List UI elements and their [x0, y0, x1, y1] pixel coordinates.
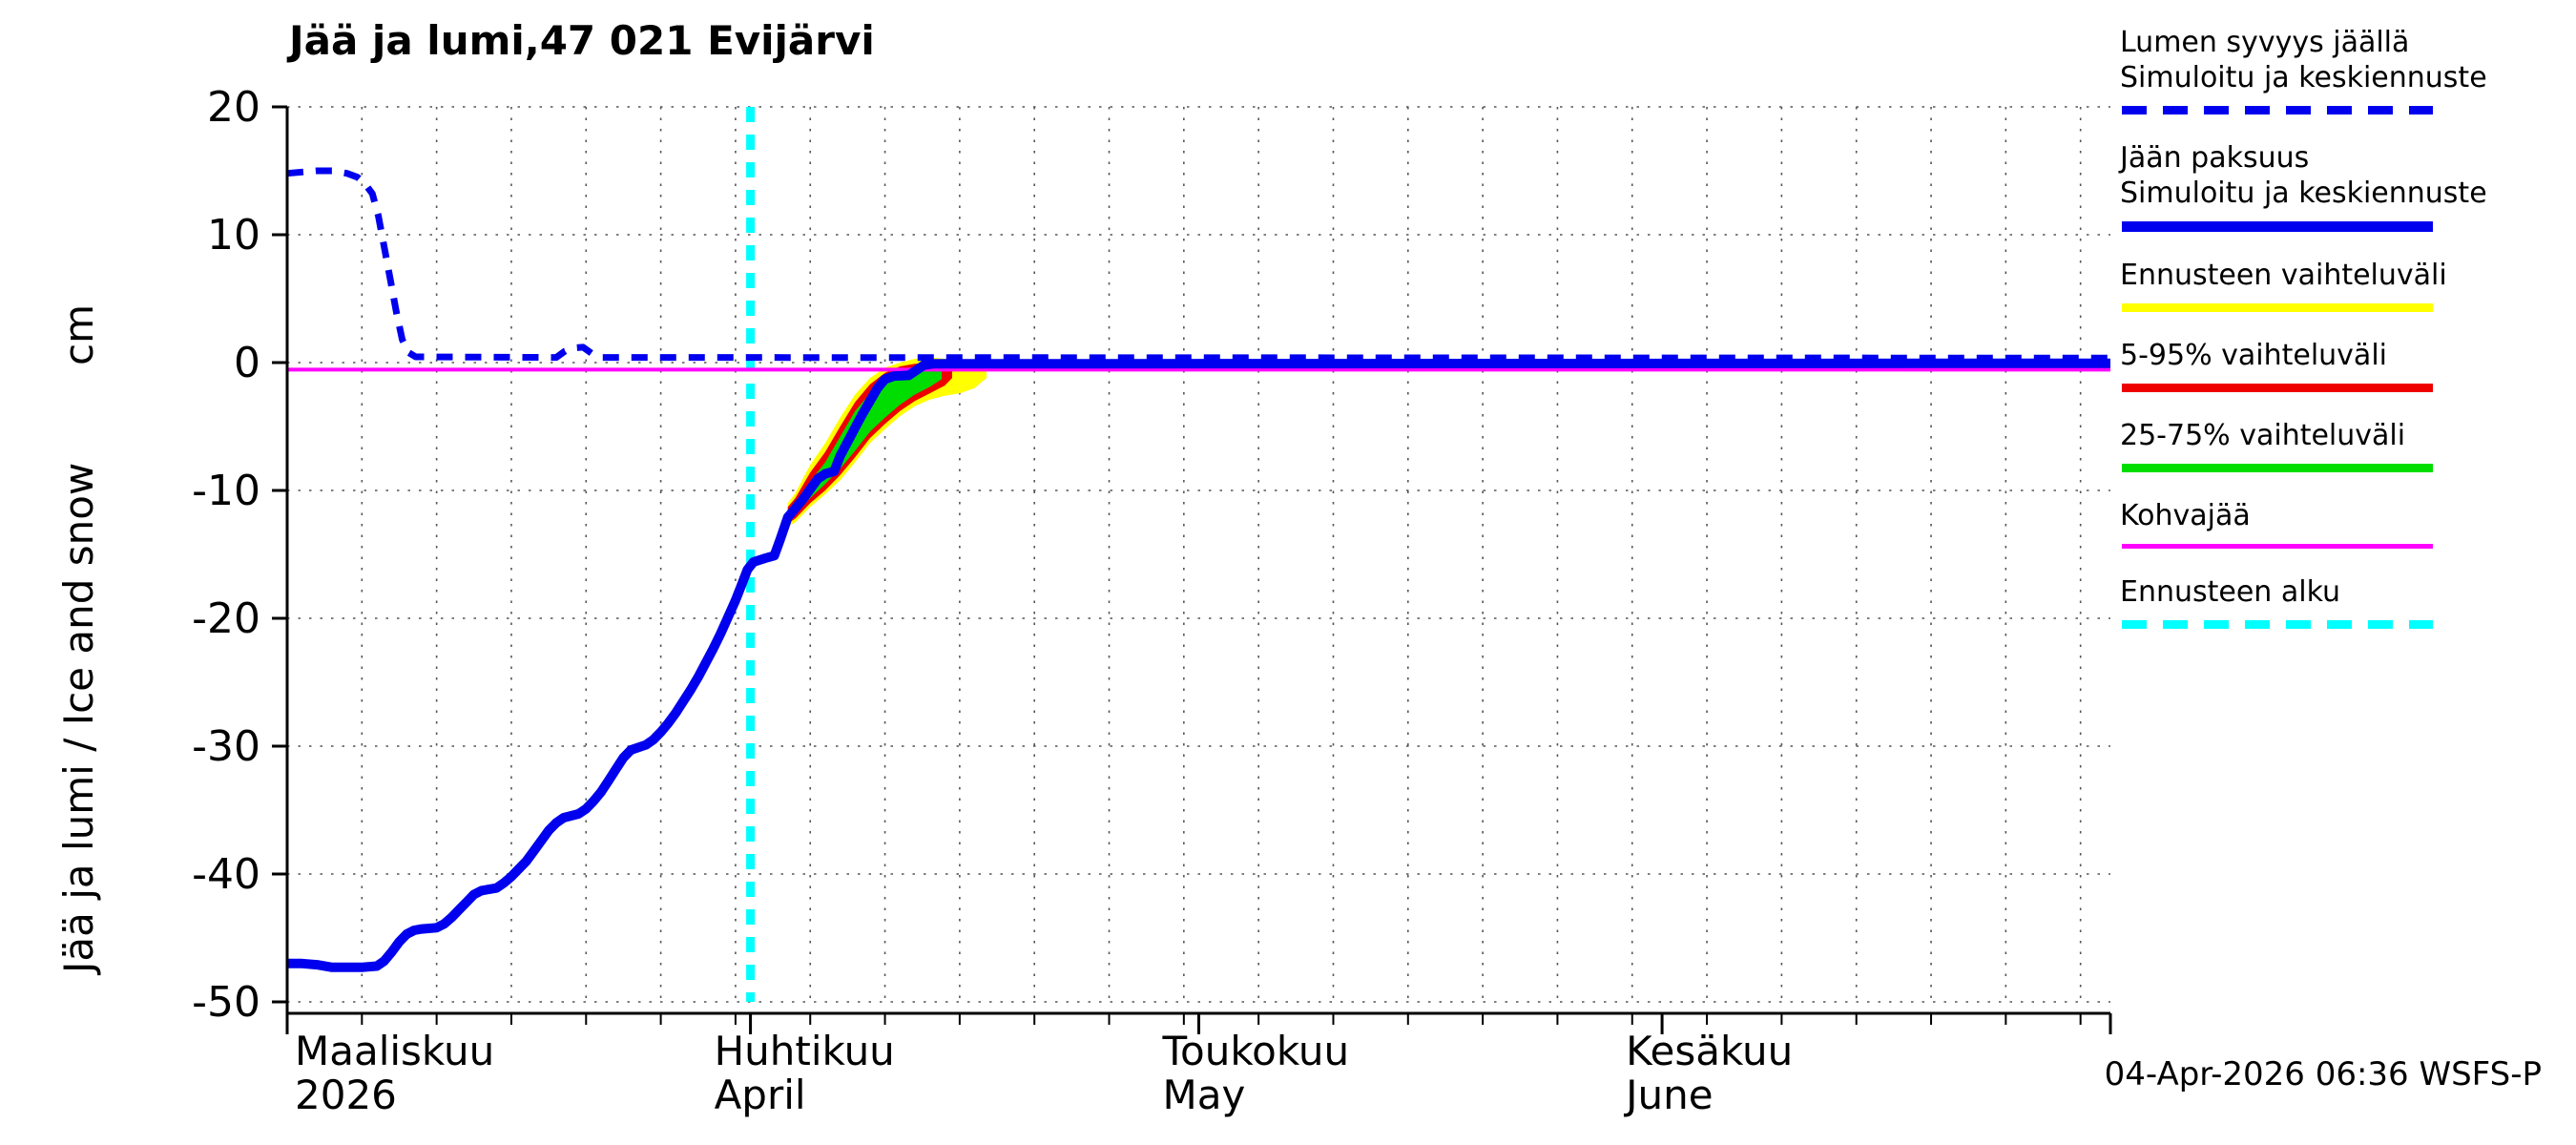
y-tick-label: 10 [207, 211, 260, 260]
legend-line-sample [2122, 464, 2433, 472]
y-tick-label: 20 [207, 83, 260, 132]
x-month-label-en: April [715, 1072, 806, 1118]
band-p5-95 [787, 364, 952, 524]
y-tick-label: -40 [192, 850, 260, 899]
y-tick-label: -30 [192, 722, 260, 771]
legend-item: Lumen syvyys jäällä Simuloitu ja keskienn… [2120, 25, 2572, 117]
legend: Lumen syvyys jäällä Simuloitu ja keskienn… [2120, 25, 2572, 655]
legend-line-sample [2122, 303, 2433, 312]
series-ice-thickness [287, 358, 2111, 972]
legend-line-sample [2122, 106, 2433, 114]
legend-label: Ennusteen vaihteluväli [2120, 259, 2447, 292]
legend-line-sample [2122, 544, 2433, 549]
legend-item: Ennusteen vaihteluväli [2120, 258, 2572, 315]
x-month-label-en: May [1163, 1072, 1246, 1118]
y-tick-label: 0 [234, 339, 260, 387]
legend-item: 25-75% vaihteluväli [2120, 418, 2572, 475]
legend-line-sample [2122, 221, 2433, 232]
legend-item: Jään paksuus Simuloitu ja keskiennuste [2120, 140, 2572, 235]
x-month-label-fi: Kesäkuu [1626, 1028, 1793, 1074]
timestamp: 04-Apr-2026 06:36 WSFS-P [2104, 1055, 2542, 1093]
y-tick-label: -50 [192, 978, 260, 1027]
legend-label: Jään paksuus [2120, 141, 2310, 175]
x-month-label-fi: Huhtikuu [715, 1028, 895, 1074]
series-snow-depth [286, 167, 2111, 362]
x-month-label-fi: Maaliskuu [295, 1028, 494, 1074]
legend-label: 5-95% vaihteluväli [2120, 339, 2387, 372]
legend-label: Ennusteen alku [2120, 575, 2341, 609]
x-month-label-en: June [1623, 1072, 1713, 1118]
x-month-label-en: 2026 [295, 1072, 397, 1118]
chart-title: Jää ja lumi,47 021 Evijärvi [289, 17, 875, 64]
band-p25-75 [787, 367, 943, 520]
legend-item: Ennusteen alku [2120, 574, 2572, 632]
legend-line-sample [2122, 620, 2433, 629]
legend-item: 5-95% vaihteluväli [2120, 338, 2572, 395]
legend-item: Kohvajää [2120, 498, 2572, 552]
y-tick-label: -10 [192, 467, 260, 515]
legend-label: Lumen syvyys jäällä [2120, 26, 2410, 59]
legend-label: Simuloitu ja keskiennuste [2120, 61, 2487, 94]
legend-label: Kohvajää [2120, 499, 2251, 532]
legend-label: Simuloitu ja keskiennuste [2120, 177, 2487, 210]
y-tick-label: -20 [192, 594, 260, 643]
legend-label: 25-75% vaihteluväli [2120, 419, 2406, 452]
legend-line-sample [2122, 384, 2433, 392]
x-month-label-fi: Toukokuu [1162, 1028, 1350, 1074]
